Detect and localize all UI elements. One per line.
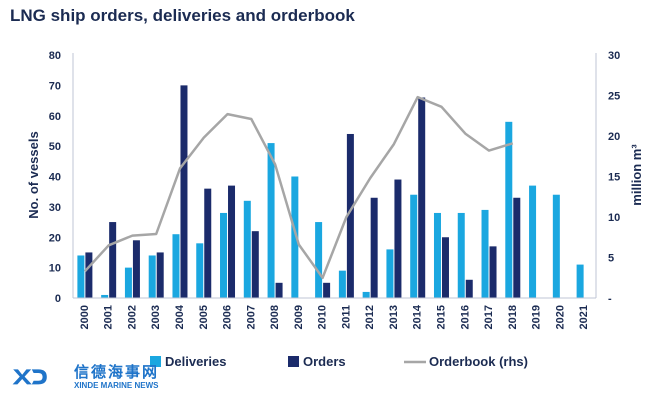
orderbook-line-group: [83, 95, 514, 280]
orders-bar: [132, 240, 140, 298]
orders-bar: [441, 237, 449, 298]
legend-deliveries-swatch: [150, 356, 161, 367]
right-tick-label: -: [608, 293, 612, 305]
x-tick-label: 2014: [412, 304, 424, 329]
orders-bar: [275, 282, 283, 298]
chart-title: LNG ship orders, deliveries and orderboo…: [10, 6, 355, 25]
deliveries-bar: [552, 194, 560, 298]
right-tick-label: 15: [608, 172, 620, 184]
deliveries-bar: [124, 267, 132, 298]
x-tick-label: 2020: [554, 305, 566, 329]
deliveries-bar: [172, 234, 180, 298]
orders-bar: [346, 133, 354, 298]
left-axis: 0 10 20 30 40 50 60 70 80: [49, 50, 74, 305]
logo-chinese-text: 信德海事网: [74, 363, 160, 381]
x-tick-label: 2003: [150, 305, 162, 329]
x-axis: 2000 2001 2002 2003 2004 2005 2006 2007 2008 2009…: [73, 297, 596, 329]
x-tick-label: 2001: [103, 305, 115, 329]
left-tick-label: 60: [49, 111, 61, 123]
deliveries-bar: [481, 209, 489, 298]
orders-bar: [465, 279, 473, 298]
x-tick-label: 2008: [269, 305, 281, 329]
x-tick-label: 2017: [483, 305, 495, 329]
deliveries-bar: [338, 270, 346, 298]
orderbook-line: [83, 95, 514, 280]
orders-bar: [251, 231, 259, 298]
orders-bar: [513, 197, 521, 298]
orders-bar: [85, 252, 93, 298]
xinde-logo: 信德海事网 XINDE MARINE NEWS: [12, 361, 162, 395]
x-tick-label: 2009: [293, 305, 305, 329]
right-tick-label: 20: [608, 131, 620, 143]
right-tick-label: 10: [608, 212, 620, 224]
x-tick-label: 2016: [459, 305, 471, 329]
right-tick-label: 25: [608, 91, 620, 103]
x-tick-label: 2019: [531, 305, 543, 329]
x-tick-label: 2004: [174, 304, 186, 329]
deliveries-bar: [457, 212, 465, 298]
deliveries-bar: [315, 222, 323, 298]
left-tick-label: 70: [49, 80, 61, 92]
deliveries-bar: [267, 143, 275, 298]
x-tick-label: 2021: [578, 305, 590, 329]
legend: Deliveries Orders Orderbook (rhs): [150, 354, 528, 369]
deliveries-bar: [410, 194, 418, 298]
legend-orderbook-label: Orderbook (rhs): [429, 354, 528, 369]
deliveries-bars: [77, 121, 584, 298]
x-tick-label: 2012: [364, 305, 376, 329]
orders-bars: [85, 85, 521, 299]
orders-bar: [228, 185, 236, 298]
deliveries-bar: [220, 212, 228, 298]
orders-bar: [370, 197, 378, 298]
legend-orders-swatch: [288, 356, 299, 367]
deliveries-bar: [576, 264, 584, 298]
orders-bar: [180, 85, 188, 298]
x-tick-label: 2006: [222, 305, 234, 329]
orders-bar: [323, 282, 331, 298]
left-tick-label: 0: [55, 293, 61, 305]
orders-bar: [204, 188, 212, 298]
left-tick-label: 10: [49, 263, 61, 275]
x-tick-label: 2007: [245, 305, 257, 329]
left-tick-label: 80: [49, 50, 61, 62]
orders-bar: [394, 179, 402, 298]
left-axis-title: No. of vessels: [26, 131, 41, 218]
orders-bar: [156, 252, 164, 298]
deliveries-bar: [433, 212, 441, 298]
xd-logo-icon: [12, 369, 47, 385]
x-tick-label: 2011: [340, 305, 352, 329]
x-tick-label: 2013: [388, 305, 400, 329]
deliveries-bar: [243, 200, 251, 298]
deliveries-bar: [196, 243, 204, 298]
deliveries-bar: [386, 249, 394, 298]
logo-english-text: XINDE MARINE NEWS: [74, 381, 159, 390]
x-tick-label: 2015: [435, 305, 447, 329]
x-tick-label: 2000: [79, 305, 91, 329]
orders-bar: [489, 246, 497, 298]
x-tick-label: 2010: [317, 305, 329, 329]
deliveries-bar: [529, 185, 537, 298]
deliveries-bar: [101, 294, 109, 298]
x-tick-label: 2018: [507, 305, 519, 329]
left-tick-label: 50: [49, 141, 61, 153]
legend-orders-label: Orders: [303, 354, 346, 369]
x-tick-label: 2005: [198, 305, 210, 329]
right-tick-label: 5: [608, 253, 614, 265]
left-tick-label: 20: [49, 232, 61, 244]
left-tick-label: 30: [49, 202, 61, 214]
legend-deliveries-label: Deliveries: [165, 354, 226, 369]
deliveries-bar: [291, 176, 299, 298]
right-tick-label: 30: [608, 50, 620, 62]
right-axis-title: million m³: [629, 144, 644, 206]
orders-bar: [109, 222, 117, 298]
orders-bar: [418, 97, 426, 299]
right-axis: - 5 10 15 20 25 30: [595, 50, 620, 305]
deliveries-bar: [505, 121, 513, 298]
deliveries-bar: [77, 255, 85, 298]
left-tick-label: 40: [49, 172, 61, 184]
deliveries-bar: [148, 255, 156, 298]
x-tick-label: 2002: [126, 305, 138, 329]
deliveries-bar: [362, 291, 370, 298]
